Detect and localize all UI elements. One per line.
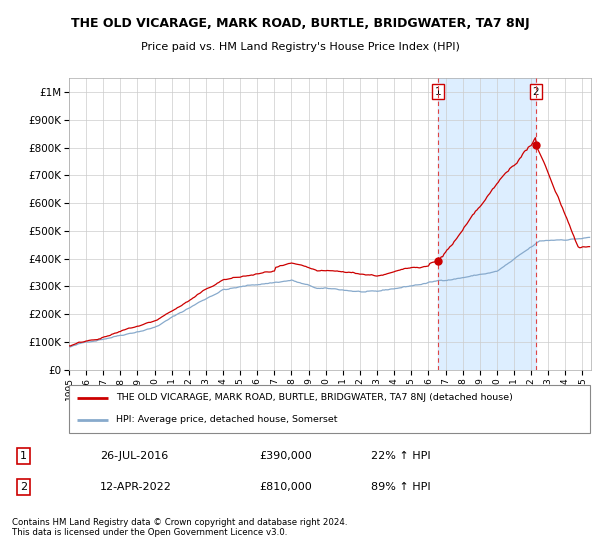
Text: 2: 2 xyxy=(20,482,27,492)
Text: THE OLD VICARAGE, MARK ROAD, BURTLE, BRIDGWATER, TA7 8NJ (detached house): THE OLD VICARAGE, MARK ROAD, BURTLE, BRI… xyxy=(116,393,513,402)
Text: Contains HM Land Registry data © Crown copyright and database right 2024.
This d: Contains HM Land Registry data © Crown c… xyxy=(12,518,347,538)
Text: 1: 1 xyxy=(434,86,442,96)
Text: 89% ↑ HPI: 89% ↑ HPI xyxy=(371,482,430,492)
Text: THE OLD VICARAGE, MARK ROAD, BURTLE, BRIDGWATER, TA7 8NJ: THE OLD VICARAGE, MARK ROAD, BURTLE, BRI… xyxy=(71,17,529,30)
Text: Price paid vs. HM Land Registry's House Price Index (HPI): Price paid vs. HM Land Registry's House … xyxy=(140,42,460,52)
FancyBboxPatch shape xyxy=(69,385,590,433)
Text: £390,000: £390,000 xyxy=(259,451,311,461)
Text: HPI: Average price, detached house, Somerset: HPI: Average price, detached house, Some… xyxy=(116,416,337,424)
Text: 12-APR-2022: 12-APR-2022 xyxy=(100,482,172,492)
Bar xyxy=(438,78,536,370)
Text: 26-JUL-2016: 26-JUL-2016 xyxy=(100,451,169,461)
Text: £810,000: £810,000 xyxy=(259,482,311,492)
Text: 1: 1 xyxy=(20,451,27,461)
Text: 2: 2 xyxy=(533,86,539,96)
Text: 22% ↑ HPI: 22% ↑ HPI xyxy=(371,451,430,461)
